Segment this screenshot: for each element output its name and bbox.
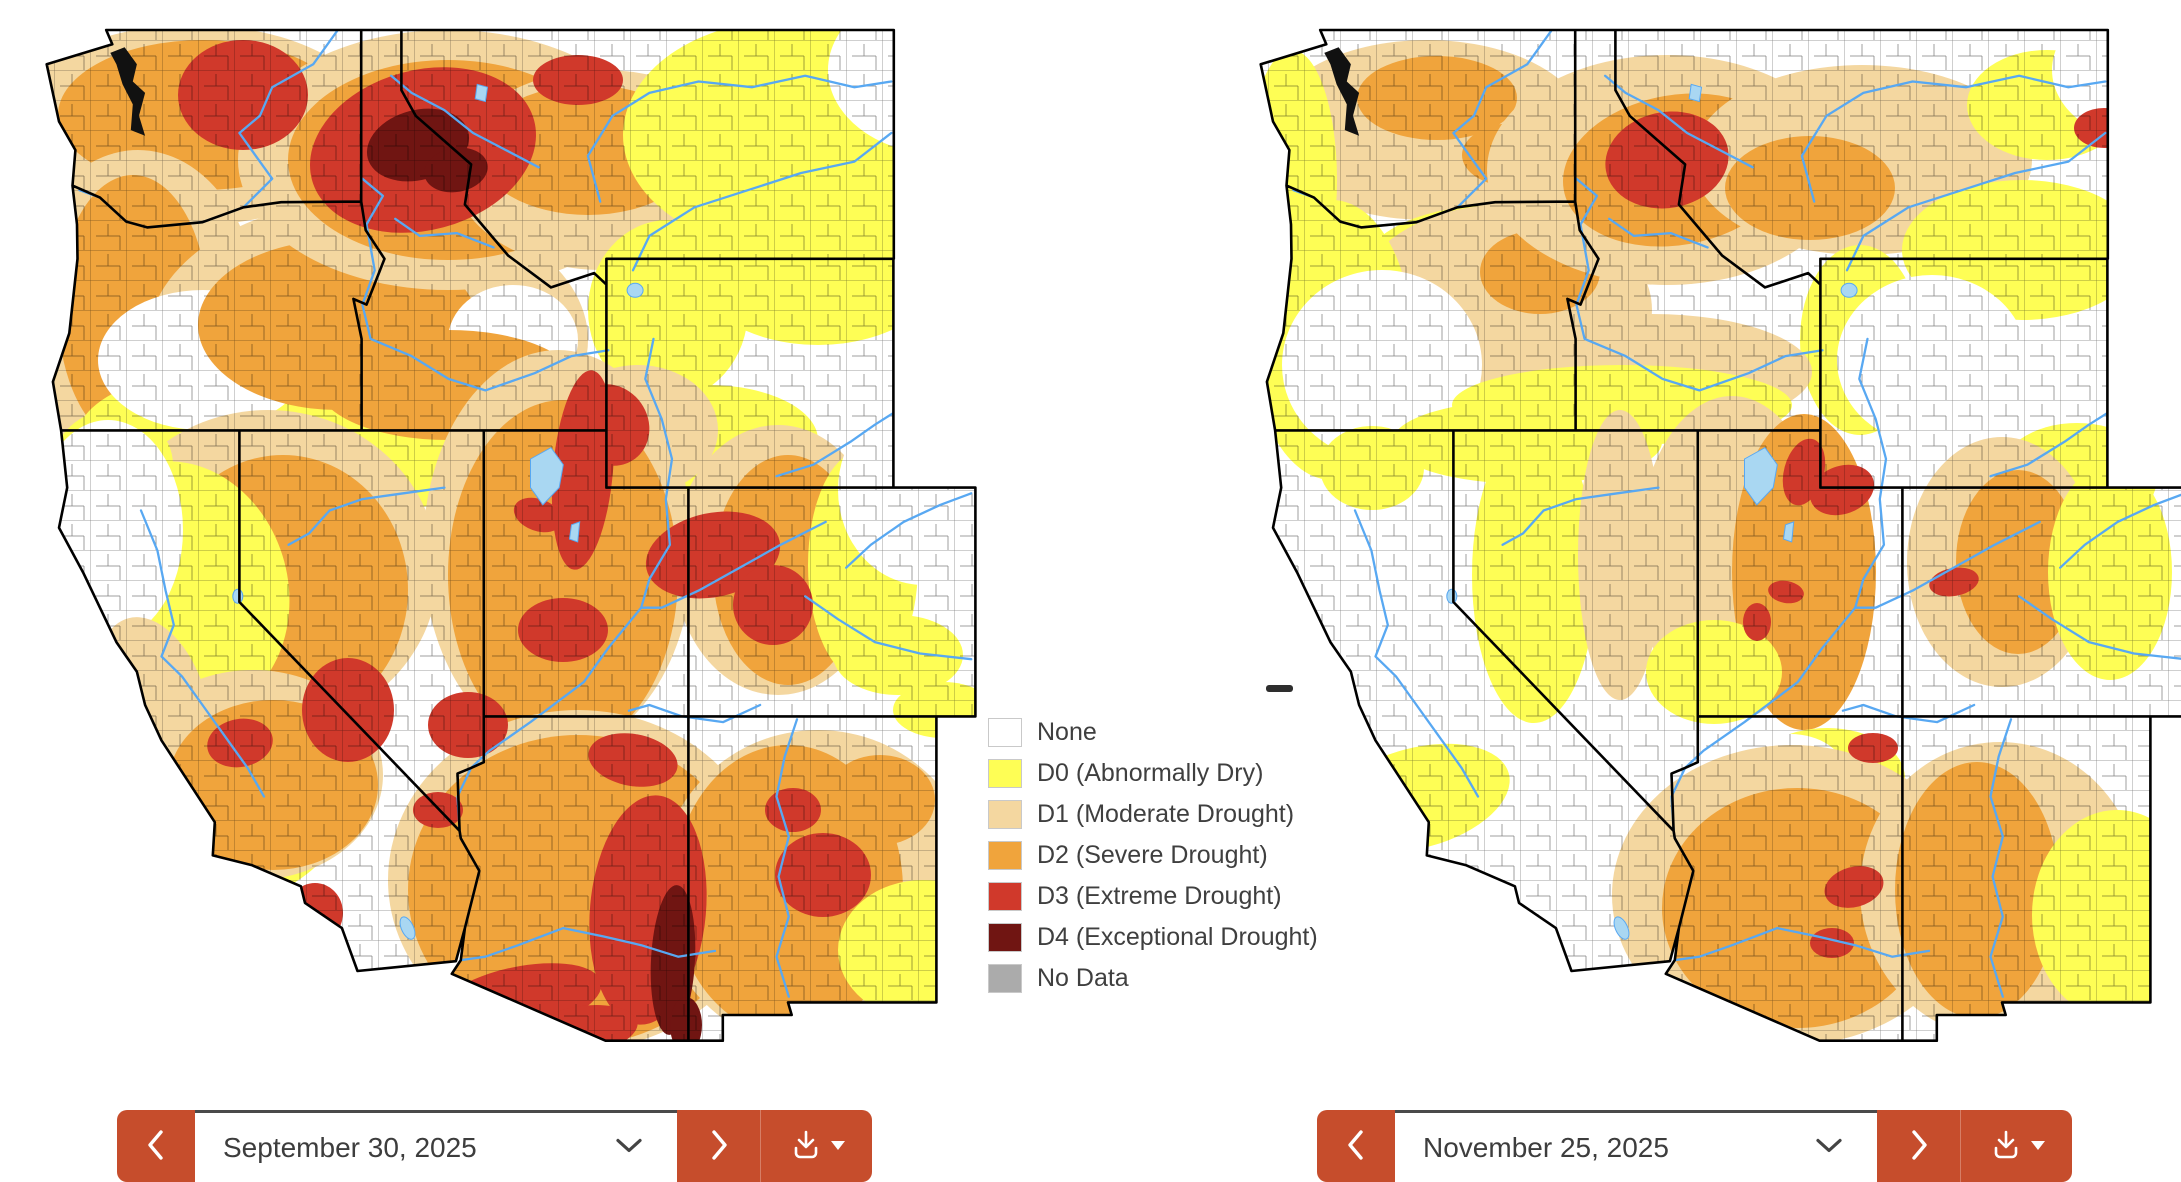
lake: [1446, 588, 1458, 604]
legend-list: None D0 (Abnormally Dry) D1 (Moderate Drou…: [988, 712, 1328, 999]
legend-item-d2: D2 (Severe Drought): [988, 835, 1328, 876]
river: [845, 492, 973, 569]
chevron-down-icon: [1815, 1137, 1843, 1158]
legend-label: D2 (Severe Drought): [1037, 841, 1268, 869]
selected-date: November 25, 2025: [1423, 1131, 1669, 1163]
lake: [399, 916, 416, 940]
legend-swatch-d4: [988, 923, 1022, 952]
legend-label: D1 (Moderate Drought): [1037, 800, 1295, 828]
us-west-drought-map-svg-right: [1259, 28, 2181, 1042]
previous-date-button[interactable]: [117, 1110, 195, 1182]
river: [1989, 412, 2109, 478]
selected-date: September 30, 2025: [223, 1131, 477, 1163]
legend-item-d3: D3 (Extreme Drought): [988, 876, 1328, 917]
puget-sound: [110, 47, 146, 136]
lake: [530, 446, 564, 506]
river: [1353, 509, 1480, 798]
lake: [1744, 446, 1778, 506]
download-button[interactable]: [760, 1110, 872, 1182]
legend-item-d1: D1 (Moderate Drought): [988, 794, 1328, 835]
river: [2018, 595, 2181, 661]
lake: [1840, 282, 1858, 298]
drought-map-november: [1232, 10, 2181, 1058]
lake: [568, 521, 581, 543]
download-icon: [1988, 1127, 2024, 1166]
county-lines-layer: [46, 30, 976, 1041]
legend-swatch-none: [988, 718, 1022, 747]
drought-legend: None D0 (Abnormally Dry) D1 (Moderate Drou…: [988, 685, 1328, 999]
lake: [232, 588, 244, 604]
river: [1673, 926, 1931, 962]
next-date-button[interactable]: [1877, 1110, 1960, 1182]
legend-swatch-d0: [988, 759, 1022, 788]
legend-label: D3 (Extreme Drought): [1037, 882, 1282, 910]
river: [1800, 74, 2107, 203]
river: [459, 926, 717, 962]
legend-collapse-dash[interactable]: [1266, 685, 1293, 692]
legend-label: None: [1037, 718, 1097, 746]
date-controls-right: November 25, 2025: [1317, 1110, 2072, 1182]
puget-sound: [1324, 47, 1360, 136]
river: [804, 595, 973, 661]
river: [1575, 177, 1824, 392]
legend-label: D4 (Exceptional Drought): [1037, 923, 1318, 951]
river: [1608, 217, 1709, 249]
legend-item-d0: D0 (Abnormally Dry): [988, 753, 1328, 794]
caret-down-icon: [2030, 1139, 2046, 1154]
chevron-down-icon: [615, 1137, 643, 1158]
river: [1845, 131, 2107, 272]
legend-swatch-d2: [988, 841, 1022, 870]
date-select-left[interactable]: September 30, 2025: [195, 1110, 677, 1182]
lake: [1782, 521, 1795, 543]
legend-swatch-d3: [988, 882, 1022, 911]
state-borders-layer: [1259, 28, 2181, 1042]
legend-swatch-nodata: [988, 964, 1022, 993]
chevron-right-icon: [707, 1128, 731, 1165]
download-icon: [788, 1127, 824, 1166]
river: [139, 509, 266, 798]
river: [361, 177, 610, 392]
river: [394, 217, 495, 249]
next-date-button[interactable]: [677, 1110, 760, 1182]
caret-down-icon: [830, 1139, 846, 1154]
river: [287, 486, 446, 546]
river: [631, 131, 893, 272]
lake: [626, 282, 644, 298]
legend-swatch-d1: [988, 800, 1022, 829]
river: [2059, 492, 2181, 569]
chevron-left-icon: [144, 1128, 168, 1165]
river: [775, 718, 799, 998]
legend-label: No Data: [1037, 964, 1129, 992]
lake: [474, 83, 489, 103]
river: [1501, 486, 1660, 546]
previous-date-button[interactable]: [1317, 1110, 1395, 1182]
date-controls-left: September 30, 2025: [117, 1110, 872, 1182]
river: [586, 74, 893, 203]
legend-item-nodata: No Data: [988, 958, 1328, 999]
river: [640, 337, 674, 609]
lake: [1688, 83, 1703, 103]
state-borders-layer: [45, 28, 977, 1042]
river: [775, 412, 895, 478]
river: [1989, 718, 2013, 998]
download-button[interactable]: [1960, 1110, 2072, 1182]
drought-layer: [1260, 30, 2181, 1041]
legend-item-d4: D4 (Exceptional Drought): [988, 917, 1328, 958]
chevron-left-icon: [1344, 1128, 1368, 1165]
river: [1603, 74, 1754, 169]
river: [389, 74, 540, 169]
date-select-right[interactable]: November 25, 2025: [1395, 1110, 1877, 1182]
drought-layer: [46, 30, 976, 1041]
lake: [1613, 916, 1630, 940]
drought-map-september: [18, 10, 983, 1058]
chevron-right-icon: [1907, 1128, 1931, 1165]
legend-label: D0 (Abnormally Dry): [1037, 759, 1264, 787]
river: [1854, 337, 1888, 609]
legend-item-none: None: [988, 712, 1328, 753]
us-west-drought-map-svg-left: [45, 28, 977, 1042]
